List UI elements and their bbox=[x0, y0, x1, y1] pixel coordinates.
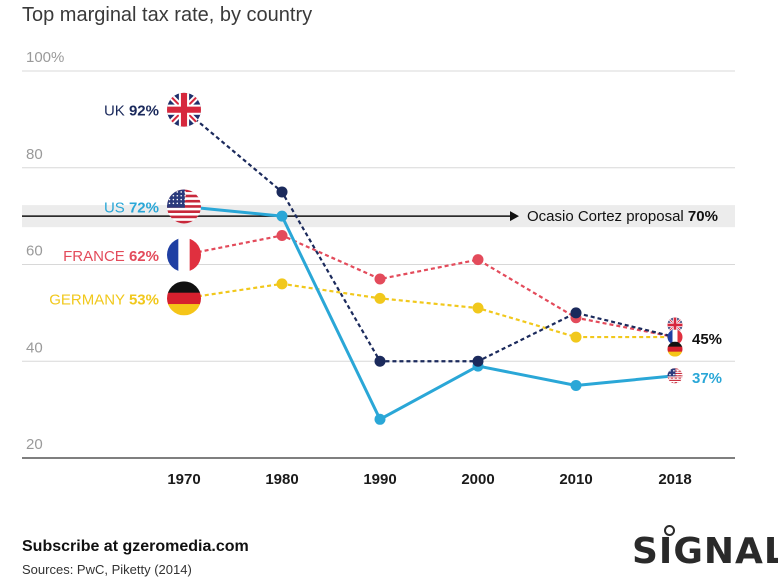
germany-flag bbox=[667, 341, 683, 357]
germany-flag bbox=[167, 281, 201, 316]
data-point-us bbox=[374, 413, 386, 425]
series-label-uk: UK 92% bbox=[104, 103, 159, 120]
series-lines bbox=[183, 108, 676, 425]
data-point-uk bbox=[374, 355, 386, 367]
data-point-france bbox=[472, 254, 484, 266]
data-point-uk bbox=[276, 186, 288, 198]
x-tick-label: 1990 bbox=[363, 471, 396, 488]
footer-subscribe: Subscribe at gzeromedia.com bbox=[22, 538, 249, 555]
data-point-germany bbox=[570, 331, 582, 343]
series-line-france bbox=[183, 234, 676, 339]
x-tick-label: 2010 bbox=[559, 471, 592, 488]
y-tick-label: 20 bbox=[26, 436, 43, 453]
data-point-us bbox=[276, 210, 288, 222]
footer-sources: Sources: PwC, Piketty (2014) bbox=[22, 562, 192, 577]
series-line-us bbox=[183, 204, 676, 422]
data-point-france bbox=[374, 273, 386, 285]
brand-logo: SIGNAL bbox=[632, 531, 778, 572]
series-line-uk bbox=[183, 108, 676, 363]
x-tick-label: 2018 bbox=[658, 471, 691, 488]
reference-arrow bbox=[510, 211, 519, 222]
data-point-uk bbox=[570, 307, 582, 319]
x-tick-label: 2000 bbox=[461, 471, 494, 488]
x-axis-ticks: 1970 1980 1990 2000 2010 2018 bbox=[167, 471, 691, 488]
brand-logo-dot bbox=[664, 525, 675, 536]
y-tick-label: 60 bbox=[26, 243, 43, 260]
reference-line-label: Ocasio Cortez proposal 70% bbox=[527, 208, 718, 225]
y-tick-label: 40 bbox=[26, 339, 43, 356]
start-labels: UK 92% US 72% FRANCE 62% GERMANY 53% bbox=[49, 92, 201, 316]
series-line-germany bbox=[183, 282, 675, 339]
end-flags: 45% 37% bbox=[667, 317, 722, 387]
data-point-germany bbox=[472, 302, 484, 314]
chart-title: Top marginal tax rate, by country bbox=[22, 4, 313, 26]
y-tick-label: 100% bbox=[26, 49, 64, 66]
data-point-uk bbox=[472, 355, 484, 367]
us-flag bbox=[667, 368, 683, 384]
x-tick-label: 1970 bbox=[167, 471, 200, 488]
x-tick-label: 1980 bbox=[265, 471, 298, 488]
data-point-germany bbox=[276, 278, 288, 290]
series-label-germany: GERMANY 53% bbox=[49, 291, 159, 308]
series-label-us: US 72% bbox=[104, 199, 159, 216]
uk-flag bbox=[667, 317, 683, 333]
data-point-us bbox=[570, 379, 582, 391]
data-point-france bbox=[276, 229, 288, 241]
y-axis-ticks: 100% 80 60 40 20 bbox=[26, 49, 64, 453]
data-point-germany bbox=[374, 292, 386, 304]
us-flag bbox=[167, 189, 201, 224]
france-flag bbox=[667, 329, 683, 345]
uk-flag bbox=[167, 92, 201, 127]
series-label-france: FRANCE 62% bbox=[63, 248, 159, 265]
france-flag bbox=[167, 237, 201, 272]
y-tick-label: 80 bbox=[26, 146, 43, 163]
end-label-shared: 45% bbox=[692, 331, 722, 348]
end-label-us: 37% bbox=[692, 370, 722, 387]
